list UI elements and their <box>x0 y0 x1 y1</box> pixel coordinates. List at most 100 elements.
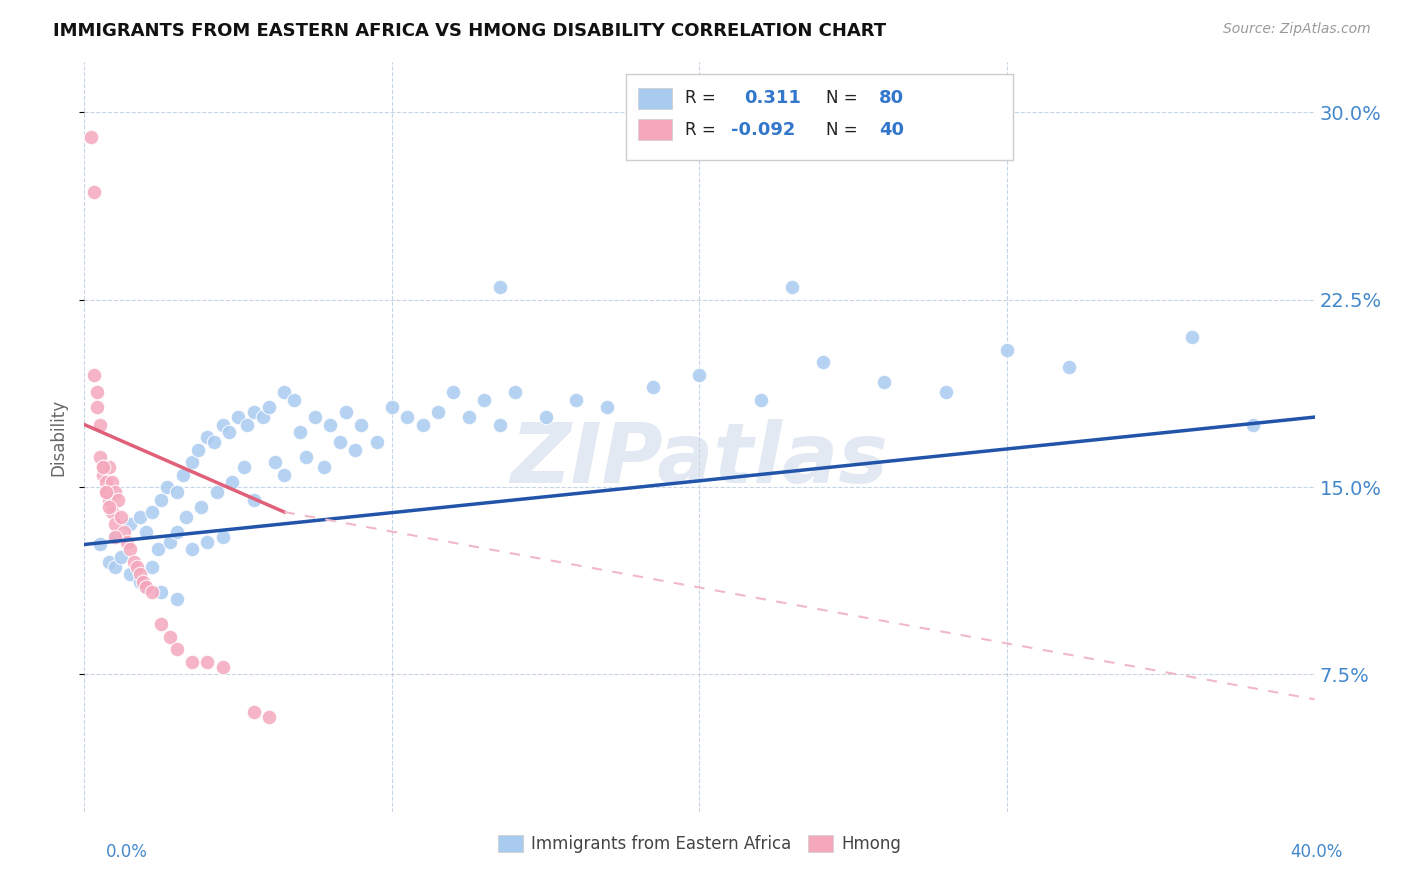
Point <box>166 485 188 500</box>
Text: IMMIGRANTS FROM EASTERN AFRICA VS HMONG DISABILITY CORRELATION CHART: IMMIGRANTS FROM EASTERN AFRICA VS HMONG … <box>53 22 887 40</box>
Text: 40: 40 <box>879 121 904 139</box>
Point <box>457 410 479 425</box>
Point <box>221 475 243 489</box>
Point <box>86 385 108 400</box>
Point <box>211 417 233 432</box>
Point <box>101 505 124 519</box>
Point <box>218 425 240 439</box>
Point <box>366 435 388 450</box>
Point <box>141 505 163 519</box>
Point <box>174 510 197 524</box>
Point <box>122 555 145 569</box>
Point <box>98 460 120 475</box>
Point <box>319 417 342 432</box>
Point <box>381 400 404 414</box>
Point <box>94 485 117 500</box>
Point <box>427 405 450 419</box>
Point <box>283 392 305 407</box>
Point <box>148 542 170 557</box>
Point <box>233 460 256 475</box>
Point <box>135 580 157 594</box>
Legend: Immigrants from Eastern Africa, Hmong: Immigrants from Eastern Africa, Hmong <box>491 828 908 860</box>
Point <box>104 530 127 544</box>
Y-axis label: Disability: Disability <box>49 399 67 475</box>
Point <box>273 385 295 400</box>
Point <box>288 425 311 439</box>
Point <box>110 510 132 524</box>
Text: N =: N = <box>827 121 858 139</box>
Point <box>329 435 352 450</box>
Point <box>472 392 495 407</box>
Point <box>488 417 510 432</box>
FancyBboxPatch shape <box>626 74 1014 160</box>
Point <box>565 392 588 407</box>
FancyBboxPatch shape <box>638 120 672 140</box>
Point <box>242 705 264 719</box>
Point <box>335 405 357 419</box>
Text: N =: N = <box>827 89 858 107</box>
Point <box>811 355 834 369</box>
Point <box>98 555 120 569</box>
Point <box>181 542 204 557</box>
Point <box>117 535 139 549</box>
Point <box>141 560 163 574</box>
Point <box>166 592 188 607</box>
Point <box>596 400 619 414</box>
Text: 80: 80 <box>879 89 904 107</box>
Point <box>104 517 127 532</box>
Point <box>295 450 318 464</box>
Point <box>89 450 111 464</box>
Point <box>120 517 142 532</box>
Text: Source: ZipAtlas.com: Source: ZipAtlas.com <box>1223 22 1371 37</box>
Point <box>107 492 129 507</box>
Point <box>197 655 219 669</box>
Text: R =: R = <box>685 121 716 139</box>
Point <box>98 492 120 507</box>
Text: -0.092: -0.092 <box>731 121 796 139</box>
Point <box>159 535 181 549</box>
Point <box>135 580 157 594</box>
Point <box>1181 330 1204 344</box>
Point <box>211 530 233 544</box>
Point <box>91 467 114 482</box>
Point <box>156 480 179 494</box>
Text: 0.0%: 0.0% <box>105 843 148 861</box>
Point <box>125 560 148 574</box>
Point <box>91 460 114 475</box>
Point <box>344 442 367 457</box>
Point <box>166 642 188 657</box>
Point <box>689 368 711 382</box>
Point <box>128 567 150 582</box>
Text: 0.311: 0.311 <box>744 89 800 107</box>
Point <box>101 475 124 489</box>
Point <box>166 524 188 539</box>
Point <box>94 475 117 489</box>
Point <box>873 375 896 389</box>
Point <box>150 585 173 599</box>
Point <box>252 410 274 425</box>
Point <box>159 630 181 644</box>
Point <box>181 455 204 469</box>
Point <box>1057 360 1080 375</box>
Point <box>749 392 772 407</box>
Text: ZIPatlas: ZIPatlas <box>510 419 889 500</box>
Point <box>995 343 1018 357</box>
FancyBboxPatch shape <box>638 88 672 109</box>
Point <box>226 410 249 425</box>
Point <box>314 460 336 475</box>
Point <box>197 535 219 549</box>
Point <box>83 186 105 200</box>
Point <box>120 567 142 582</box>
Point <box>242 492 264 507</box>
Point <box>488 280 510 294</box>
Point <box>202 435 225 450</box>
Point <box>187 442 209 457</box>
Point <box>197 430 219 444</box>
Point <box>242 405 264 419</box>
Point <box>104 485 127 500</box>
Point <box>112 524 135 539</box>
Point <box>412 417 434 432</box>
Point <box>89 417 111 432</box>
Point <box>150 617 173 632</box>
Point <box>104 530 127 544</box>
